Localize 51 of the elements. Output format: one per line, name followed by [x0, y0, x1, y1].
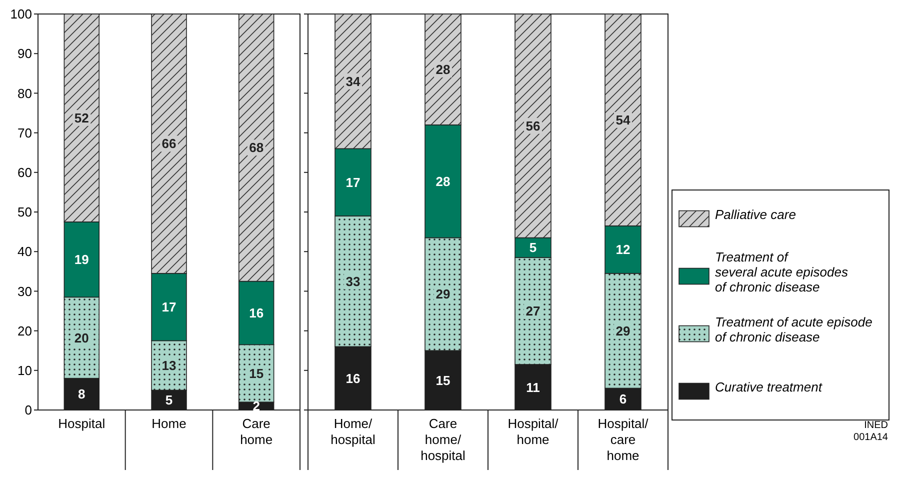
data-label: 2 — [252, 398, 260, 414]
x-tick-label: Home — [152, 416, 186, 431]
x-tick-label: Hospital — [58, 416, 106, 431]
legend-label: Palliative care — [715, 206, 796, 222]
x-tick-label: Care home — [240, 416, 273, 447]
data-label: 17 — [162, 300, 176, 315]
data-label: 54 — [616, 112, 631, 128]
data-label: 20 — [74, 330, 89, 346]
data-label: 5 — [529, 240, 537, 256]
x-tick-label: Care home/ hospital — [420, 416, 466, 463]
data-label: 27 — [526, 304, 540, 319]
x-tick-label: Hospital/ home — [508, 416, 559, 447]
data-label: 16 — [249, 306, 264, 321]
data-label: 13 — [162, 358, 176, 373]
y-tick-label: 20 — [18, 323, 32, 338]
y-tick-label: 10 — [18, 362, 32, 378]
text: INED 001A14 — [854, 420, 888, 443]
legend-label: Treatment of acute episode of chronic disease — [715, 314, 872, 344]
data-label: 6 — [619, 392, 627, 407]
y-tick-label: 70 — [18, 125, 32, 140]
data-label: 15 — [249, 366, 264, 381]
data-label: 29 — [436, 286, 450, 302]
data-label: 19 — [74, 252, 89, 268]
data-label: 28 — [436, 174, 450, 189]
legend-label: Curative treatment — [715, 379, 824, 394]
y-tick-label: 50 — [18, 204, 32, 220]
data-label: 34 — [346, 74, 361, 89]
data-label: 52 — [74, 110, 89, 126]
data-label: 16 — [346, 370, 360, 386]
y-tick-label: 60 — [18, 164, 32, 180]
data-label: 29 — [616, 323, 630, 338]
x-tick-label: Home/ hospital — [330, 416, 376, 447]
data-label: 68 — [249, 140, 264, 156]
legend-label: Treatment of several acute episodes of chronic disease — [715, 249, 848, 294]
y-tick-label: 80 — [18, 86, 32, 101]
y-tick-label: 100 — [10, 6, 32, 22]
data-label: 66 — [162, 136, 176, 152]
data-label: 56 — [526, 118, 540, 134]
y-tick-label: 90 — [18, 46, 32, 62]
data-label: 15 — [436, 372, 450, 388]
data-label: 5 — [165, 392, 173, 408]
y-tick-label: 0 — [24, 402, 32, 418]
data-label: 11 — [526, 380, 540, 395]
data-label: 28 — [436, 62, 450, 77]
data-label: 33 — [346, 274, 360, 289]
y-tick-label: 40 — [18, 244, 32, 260]
y-tick-label: 30 — [18, 284, 32, 299]
data-label: 12 — [616, 242, 630, 258]
data-label: 17 — [346, 174, 360, 190]
data-label: 8 — [78, 386, 86, 402]
x-tick-label: Hospital/ care home — [598, 416, 649, 463]
